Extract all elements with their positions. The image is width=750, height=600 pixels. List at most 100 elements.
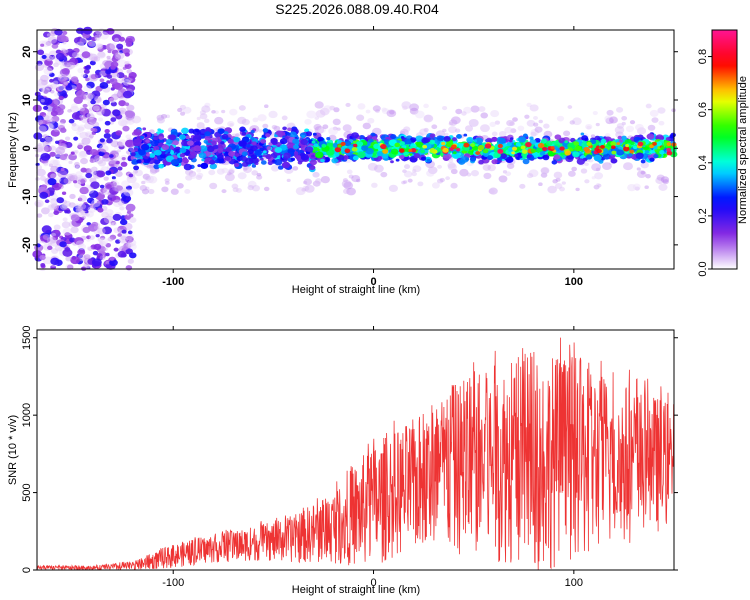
spectrogram-cell (420, 149, 426, 154)
spectrogram-cell (128, 213, 134, 218)
spectrogram-cell (172, 140, 179, 146)
spectrogram-cell (70, 105, 80, 113)
spectrogram-cell (99, 184, 105, 189)
spectrogram-cell (332, 126, 338, 131)
spectrogram-cell (109, 154, 114, 158)
spectrogram-cell (212, 144, 219, 150)
spectrogram-cell (653, 153, 659, 159)
spectrogram-cell (520, 145, 526, 150)
spectrogram-cell (640, 161, 649, 169)
spectrogram-cell (119, 50, 124, 54)
spectrogram-cell (274, 159, 283, 166)
spectrogram-cell (666, 147, 672, 152)
spectrogram-cell (124, 232, 134, 241)
spectrogram-cell (388, 184, 398, 193)
spectrogram-cell (235, 188, 242, 193)
spectrogram-cell (36, 213, 43, 218)
spectrogram-cell (42, 234, 51, 240)
spectrogram-cell (466, 172, 472, 177)
spectrogram-cell (585, 123, 593, 130)
spectrogram-cell (160, 113, 168, 119)
spectrogram-cell (50, 110, 58, 117)
spectrogram-cell (640, 159, 646, 164)
spectrogram-cell (71, 51, 80, 58)
spectrogram-cell (555, 177, 561, 182)
spectrogram-cell (44, 59, 53, 67)
spectrogram-cell (448, 159, 454, 163)
spectrogram-cell (41, 87, 51, 95)
spectrogram-cell (533, 122, 539, 127)
spectrogram-cell (236, 155, 244, 162)
spectrogram-cell (232, 136, 241, 143)
spectrogram-cell (128, 71, 137, 79)
spectrogram-cell (602, 153, 611, 160)
spectrogram-cell (117, 166, 123, 171)
spectrogram-cell (49, 72, 55, 78)
spectrogram-cell (489, 121, 496, 127)
spectrogram-cell (55, 140, 60, 145)
spectrogram-cell (342, 188, 350, 195)
spectrogram-cell (508, 147, 513, 151)
spectrogram-cell (78, 203, 87, 210)
spectrogram-cell (108, 160, 118, 168)
spectrogram-cell (114, 90, 122, 98)
spectrogram-cell (106, 55, 111, 60)
spectrogram-cell (504, 126, 513, 134)
spectrogram-cell (494, 120, 501, 125)
spectrogram-cell (125, 203, 136, 212)
spectrogram-cell (68, 57, 79, 66)
colorbar-tick-label: 0.8 (697, 49, 709, 64)
spectrogram-cell (86, 246, 92, 250)
spectrogram-cell (346, 187, 356, 196)
spectrogram-cell (81, 51, 91, 59)
spectrogram-cell (40, 235, 49, 242)
spectrogram-cell (401, 180, 406, 185)
spectrogram-cell (229, 123, 234, 127)
spectrogram-cell (403, 180, 408, 184)
spectrogram-cell (314, 116, 320, 120)
spectrogram-cell (515, 152, 524, 159)
spectrogram-cell (147, 188, 155, 195)
spectrogram-cell (224, 173, 235, 182)
spectrogram-cell (344, 148, 351, 154)
spectrogram-cell (170, 158, 180, 166)
spectrogram-cell (43, 162, 49, 167)
y-tick-label: 10 (21, 94, 33, 106)
spectrogram-cell (85, 212, 90, 217)
spectrogram-cell (491, 159, 498, 165)
spectrogram-cell (147, 175, 158, 184)
spectrogram-cell (429, 133, 436, 139)
spectrogram-cell (77, 142, 85, 149)
spectrogram-cell (53, 92, 60, 97)
spectrogram-cell (303, 178, 313, 186)
spectrogram-cell (186, 140, 194, 146)
spectrogram-cell (40, 263, 46, 268)
spectrogram-cell (50, 198, 59, 205)
spectrogram-cell (660, 146, 665, 150)
spectrogram-cell (91, 56, 99, 62)
spectrogram-cell (145, 186, 150, 191)
spectrogram-cell (306, 110, 317, 119)
spectrogram-cell (42, 134, 49, 139)
spectrogram-cell (120, 235, 127, 241)
spectrogram-cell (266, 146, 272, 150)
spectrogram-cell (649, 157, 655, 162)
spectrogram-cell (45, 41, 52, 46)
spectrogram-cell (79, 106, 86, 112)
spectrogram-cell (193, 145, 202, 152)
spectrogram-cell (66, 173, 74, 179)
spectrogram-cell (480, 112, 489, 119)
spectrogram-cell (177, 107, 183, 113)
spectrogram-cell (340, 141, 346, 146)
spectrogram-cell (95, 43, 104, 50)
spectrogram-cell (146, 153, 151, 157)
spectrogram-cell (591, 176, 596, 180)
spectrogram-cell (207, 140, 212, 144)
spectrogram-cell (292, 166, 299, 171)
snr-panel: -100 0 100 0 500 1000 1500 Height of straight… (7, 325, 678, 596)
spectrogram-cell (318, 126, 327, 134)
spectrogram-cell (553, 171, 563, 179)
spectrogram-cell (221, 109, 226, 114)
spectrogram-cell (73, 180, 78, 184)
spectrogram-cell (86, 112, 95, 119)
